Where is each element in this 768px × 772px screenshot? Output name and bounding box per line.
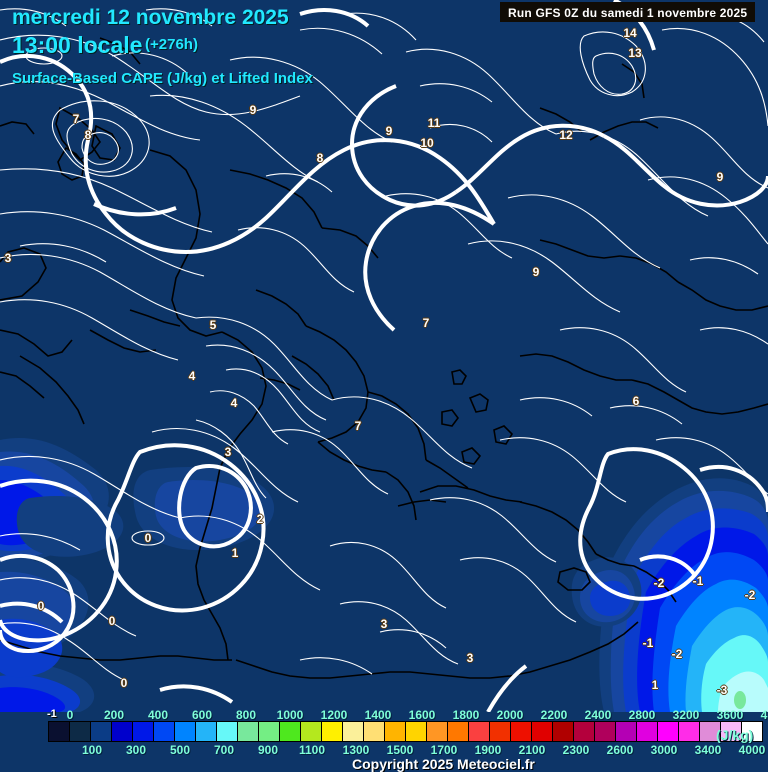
- legend-swatch[interactable]: [552, 721, 574, 742]
- legend-swatch[interactable]: [111, 721, 133, 742]
- legend-tick: 1100: [298, 743, 326, 757]
- legend-tick: 2600: [606, 743, 634, 757]
- legend-swatch[interactable]: [258, 721, 280, 742]
- legend-tick: 1700: [430, 743, 458, 757]
- forecast-time: 13:00 locale: [12, 32, 143, 58]
- legend-tick: 2000: [496, 708, 524, 722]
- legend-tick: 3000: [650, 743, 678, 757]
- parameter-title: Surface-Based CAPE (J/kg) et Lifted Inde…: [12, 70, 313, 87]
- legend-swatch[interactable]: [321, 721, 343, 742]
- legend-tick: 1600: [408, 708, 436, 722]
- legend-swatch[interactable]: [195, 721, 217, 742]
- legend-tick: 200: [103, 708, 125, 722]
- legend-swatch[interactable]: [279, 721, 301, 742]
- legend-swatch[interactable]: [153, 721, 175, 742]
- legend-swatch[interactable]: [384, 721, 406, 742]
- legend-tick: 2800: [628, 708, 656, 722]
- legend-tick: 1900: [474, 743, 502, 757]
- legend-tick: 4500: [760, 708, 768, 722]
- legend-swatch[interactable]: [531, 721, 553, 742]
- legend-swatch[interactable]: [636, 721, 658, 742]
- legend-tick: 1200: [320, 708, 348, 722]
- legend-tick: 900: [257, 743, 279, 757]
- forecast-lead-time: (+276h): [145, 36, 198, 53]
- legend-tick: 3200: [672, 708, 700, 722]
- map-graphic: [0, 0, 768, 712]
- legend-swatch[interactable]: [573, 721, 595, 742]
- legend-swatch[interactable]: [615, 721, 637, 742]
- legend-swatch[interactable]: [363, 721, 385, 742]
- legend-tick: 500: [169, 743, 191, 757]
- legend-swatch[interactable]: [678, 721, 700, 742]
- legend-tick: 4000: [738, 743, 766, 757]
- legend-swatch[interactable]: [489, 721, 511, 742]
- legend-tick: 300: [125, 743, 147, 757]
- legend-swatch[interactable]: [48, 721, 70, 742]
- legend-tick: 1500: [386, 743, 414, 757]
- legend-tick: 2400: [584, 708, 612, 722]
- legend-swatch[interactable]: [342, 721, 364, 742]
- legend-swatch[interactable]: [741, 721, 763, 742]
- legend-tick: 3400: [694, 743, 722, 757]
- legend-tick: 100: [81, 743, 103, 757]
- legend-tick: 400: [147, 708, 169, 722]
- legend-tick: 2100: [518, 743, 546, 757]
- legend-swatch[interactable]: [90, 721, 112, 742]
- legend-swatch[interactable]: [405, 721, 427, 742]
- legend-swatch[interactable]: [594, 721, 616, 742]
- copyright-notice: Copyright 2025 Meteociel.fr: [352, 756, 535, 772]
- legend-min-label: -1: [47, 708, 57, 720]
- legend-tick: 600: [191, 708, 213, 722]
- legend-tick: 700: [213, 743, 235, 757]
- forecast-date: mercredi 12 novembre 2025: [12, 6, 289, 29]
- legend-tick: 0: [66, 708, 74, 722]
- legend-swatch[interactable]: [510, 721, 532, 742]
- legend-tick: 2300: [562, 743, 590, 757]
- legend-swatch[interactable]: [69, 721, 91, 742]
- legend-tick: 3600: [716, 708, 744, 722]
- legend-swatch[interactable]: [237, 721, 259, 742]
- legend-swatch[interactable]: [132, 721, 154, 742]
- legend-tick: 1300: [342, 743, 370, 757]
- model-run-label: Run GFS 0Z du samedi 1 novembre 2025: [508, 5, 748, 20]
- legend-swatch[interactable]: [657, 721, 679, 742]
- legend-swatch[interactable]: [426, 721, 448, 742]
- legend-swatch[interactable]: [216, 721, 238, 742]
- legend-swatch[interactable]: [447, 721, 469, 742]
- legend-color-bar[interactable]: [48, 721, 763, 742]
- legend-swatch[interactable]: [300, 721, 322, 742]
- model-run-banner: Run GFS 0Z du samedi 1 novembre 2025: [500, 2, 756, 22]
- legend-tick: 1400: [364, 708, 392, 722]
- legend-tick: 2200: [540, 708, 568, 722]
- legend-swatch[interactable]: [468, 721, 490, 742]
- map-canvas[interactable]: 7 8 9 8 9 11 10 14 13 12 9 9 3 5 7 4 4 7 6 3 2 0 1 0 0 0 3 3 -2 -1 -2-…: [0, 0, 768, 712]
- color-scale-legend[interactable]: -1 0 200 400 600 800 1000 1200 1400 1600 1800 2000…: [0, 708, 768, 772]
- legend-tick: 1000: [276, 708, 304, 722]
- legend-tick: 1800: [452, 708, 480, 722]
- legend-tick: 800: [235, 708, 257, 722]
- legend-unit-label: (J/kg): [716, 727, 754, 743]
- legend-swatch[interactable]: [174, 721, 196, 742]
